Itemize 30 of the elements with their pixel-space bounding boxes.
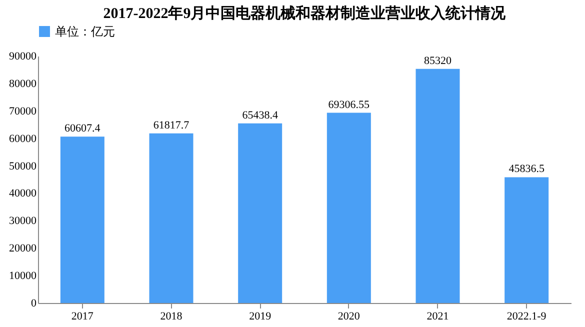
- data-label: 61817.7: [153, 119, 190, 132]
- y-tick-label: 60000: [9, 132, 37, 145]
- bar: [238, 123, 282, 303]
- x-tick-label: 2018: [160, 310, 183, 322]
- bar: [149, 133, 194, 303]
- x-tick-label: 2021: [426, 310, 449, 322]
- y-tick-label: 0: [31, 298, 37, 310]
- chart-title: 2017-2022年9月中国电器机械和器材制造业营业收入统计情况: [103, 5, 507, 22]
- legend-label: 单位：亿元: [55, 24, 115, 38]
- x-tick-label: 2020: [338, 310, 360, 322]
- data-label: 45836.5: [508, 163, 545, 176]
- data-label: 69306.55: [328, 98, 370, 111]
- y-tick-label: 30000: [9, 215, 37, 228]
- x-tick-label: 2022.1-9: [506, 310, 547, 322]
- data-label: 60607.4: [64, 122, 101, 135]
- y-tick-label: 70000: [9, 105, 37, 118]
- data-label: 65438.4: [242, 109, 278, 122]
- bar: [416, 68, 460, 303]
- bar: [504, 177, 549, 303]
- y-tick-label: 40000: [9, 188, 37, 200]
- x-tick-label: 2017: [71, 310, 94, 322]
- y-tick-label: 50000: [9, 160, 37, 172]
- bar: [60, 136, 104, 303]
- y-tick-label: 90000: [9, 50, 37, 62]
- bar: [326, 112, 371, 303]
- y-tick-label: 10000: [9, 270, 37, 282]
- data-label: 85320: [424, 54, 452, 67]
- x-tick-label: 2019: [249, 310, 272, 322]
- y-tick-label: 20000: [9, 242, 37, 255]
- y-tick-label: 80000: [9, 78, 37, 90]
